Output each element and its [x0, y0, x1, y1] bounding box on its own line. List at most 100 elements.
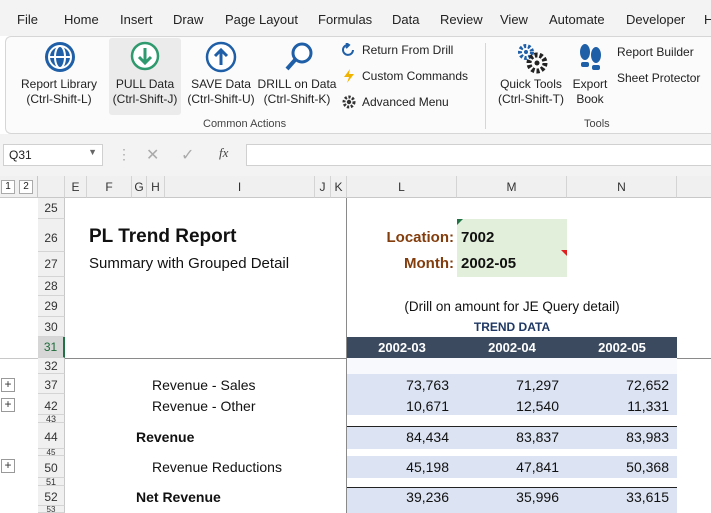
row-header-51[interactable]: 51	[38, 478, 65, 486]
menu-home[interactable]: Home	[64, 12, 99, 27]
line-label-revenue: Revenue	[136, 429, 195, 445]
row-header-42[interactable]: 42	[38, 394, 65, 415]
column-header-o[interactable]	[677, 176, 711, 198]
outline-level-2[interactable]: 2	[19, 180, 33, 194]
menu-page-layout[interactable]: Page Layout	[225, 12, 299, 27]
reductions-band	[347, 456, 677, 478]
expand-group-42-button[interactable]: +	[1, 398, 15, 412]
pull-data-label: PULL Data	[115, 77, 175, 91]
value-revenue-reductions-2[interactable]: 47,841	[516, 459, 559, 475]
value-revenue-other-1[interactable]: 10,671	[406, 398, 449, 414]
month-value[interactable]: 2002-05	[461, 255, 517, 272]
formula-input[interactable]	[246, 144, 711, 166]
lightning-icon	[344, 69, 354, 83]
formula-bar: Q31 ▼ ⋮ ✕ ✓ fx	[0, 134, 711, 176]
period-header-2: 2002-04	[488, 340, 536, 355]
menu-developer[interactable]: Developer	[626, 12, 686, 27]
insert-function-icon[interactable]: fx	[219, 145, 229, 160]
value-revenue-reductions-1[interactable]: 45,198	[406, 459, 449, 475]
name-box-dropdown-icon[interactable]: ▼	[88, 147, 97, 157]
location-value[interactable]: 7002	[461, 229, 495, 246]
enter-icon[interactable]: ✓	[181, 147, 195, 164]
globe-icon	[45, 42, 75, 72]
row-header-43[interactable]: 43	[38, 415, 65, 423]
custom-commands-label: Custom Commands	[362, 69, 469, 83]
name-box[interactable]: Q31 ▼	[3, 144, 103, 166]
advanced-menu-button[interactable]: Advanced Menu	[342, 95, 449, 109]
value-revenue-sales-3[interactable]: 72,652	[626, 377, 669, 393]
menu-data[interactable]: Data	[392, 12, 420, 27]
menu-insert[interactable]: Insert	[120, 12, 153, 27]
row-header-32[interactable]: 32	[38, 358, 65, 374]
ribbon: Report Library (Ctrl-Shift-L) PULL Data …	[5, 36, 711, 134]
row-header-31[interactable]: 31	[38, 337, 65, 358]
value-revenue-3[interactable]: 83,983	[626, 429, 669, 445]
column-header-i[interactable]: I	[165, 176, 315, 198]
custom-commands-button[interactable]: Custom Commands	[342, 69, 468, 83]
value-revenue-2[interactable]: 83,837	[516, 429, 559, 445]
value-revenue-other-3[interactable]: 11,331	[627, 398, 669, 414]
menu-automate[interactable]: Automate	[549, 12, 605, 27]
report-title: PL Trend Report	[89, 226, 237, 247]
column-header-f[interactable]: F	[87, 176, 132, 198]
report-library-button[interactable]: Report Library (Ctrl-Shift-L)	[11, 41, 107, 113]
row-header-37[interactable]: 37	[38, 374, 65, 394]
expand-group-50-button[interactable]: +	[1, 459, 15, 473]
value-revenue-1[interactable]: 84,434	[406, 429, 449, 445]
row-header-25[interactable]: 25	[38, 198, 65, 219]
value-net-revenue-1[interactable]: 39,236	[406, 489, 449, 505]
line-label-revenue-reductions: Revenue Reductions	[152, 459, 282, 475]
column-header-e[interactable]: E	[65, 176, 87, 198]
export-book-button[interactable]: Export Book	[568, 41, 612, 113]
row-header-45[interactable]: 45	[38, 449, 65, 456]
footprints-icon	[580, 44, 601, 70]
row-header-29[interactable]: 29	[38, 296, 65, 317]
value-revenue-sales-1[interactable]: 73,763	[406, 377, 449, 393]
value-revenue-reductions-3[interactable]: 50,368	[626, 459, 669, 475]
outline-levels: 1 2	[0, 176, 38, 198]
name-box-value: Q31	[9, 148, 32, 162]
row-header-50[interactable]: 50	[38, 456, 65, 478]
row-header-52[interactable]: 52	[38, 486, 65, 506]
value-revenue-other-2[interactable]: 12,540	[516, 398, 559, 414]
row-header-30[interactable]: 30	[38, 317, 65, 337]
row-header-28[interactable]: 28	[38, 277, 65, 296]
column-header-g[interactable]: G	[132, 176, 147, 198]
column-header-k[interactable]: K	[331, 176, 347, 198]
value-net-revenue-3[interactable]: 33,615	[626, 489, 669, 505]
menu-file[interactable]: File	[17, 12, 38, 27]
row-header-53[interactable]: 53	[38, 506, 65, 513]
drill-data-button[interactable]: DRILL on Data (Ctrl-Shift-K)	[257, 41, 337, 113]
cancel-icon[interactable]: ✕	[146, 147, 160, 164]
value-revenue-sales-2[interactable]: 71,297	[516, 377, 559, 393]
pull-data-button[interactable]: PULL Data (Ctrl-Shift-J)	[109, 38, 181, 115]
net-revenue-band	[347, 488, 677, 513]
menu-formulas[interactable]: Formulas	[318, 12, 373, 27]
select-all-corner[interactable]	[38, 176, 65, 198]
column-header-l[interactable]: L	[347, 176, 457, 198]
period-header-1: 2002-03	[378, 340, 426, 355]
outline-divider	[0, 358, 38, 359]
freeze-pane-vertical	[346, 198, 347, 513]
net-revenue-total-border	[347, 487, 677, 488]
tools-group-label: Tools	[584, 118, 610, 130]
column-header-h[interactable]: H	[147, 176, 165, 198]
menu-review[interactable]: Review	[440, 12, 483, 27]
sheet-protector-button[interactable]: Sheet Protector	[617, 71, 700, 85]
column-header-m[interactable]: M	[457, 176, 567, 198]
outline-level-1[interactable]: 1	[1, 180, 15, 194]
column-header-n[interactable]: N	[567, 176, 677, 198]
row-header-44[interactable]: 44	[38, 423, 65, 449]
menu-view[interactable]: View	[500, 12, 528, 27]
column-header-j[interactable]: J	[315, 176, 331, 198]
return-from-drill-button[interactable]: Return From Drill	[342, 43, 453, 57]
row-header-27[interactable]: 27	[38, 252, 65, 277]
expand-group-37-button[interactable]: +	[1, 378, 15, 392]
save-data-button[interactable]: SAVE Data (Ctrl-Shift-U)	[183, 41, 259, 113]
report-builder-button[interactable]: Report Builder	[617, 45, 694, 59]
row-header-26[interactable]: 26	[38, 219, 65, 252]
menu-help[interactable]: H	[704, 12, 711, 27]
menu-draw[interactable]: Draw	[173, 12, 204, 27]
quick-tools-button[interactable]: Quick Tools (Ctrl-Shift-T)	[493, 41, 569, 113]
value-net-revenue-2[interactable]: 35,996	[516, 489, 559, 505]
